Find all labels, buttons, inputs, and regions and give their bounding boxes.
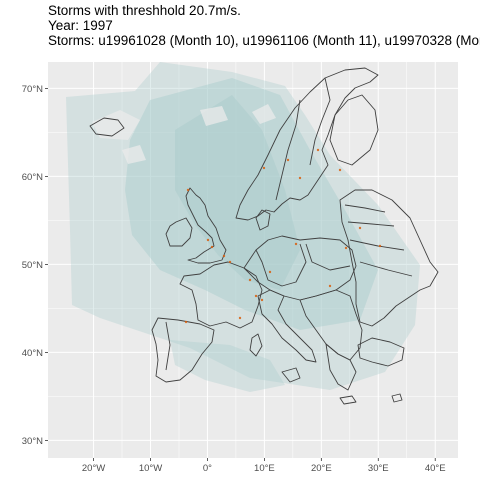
central-europe-outline (243, 235, 357, 301)
turkey-outline (357, 337, 405, 367)
exceedance-point (254, 294, 258, 298)
chart-title: Storms with threshhold 20.7m/s. Year: 19… (48, 3, 480, 48)
scandinavia-outline (235, 67, 379, 221)
exceedance-point (186, 188, 190, 192)
footprint-gap (92, 110, 140, 140)
exceedance-point (262, 166, 266, 170)
y-tick-label: 60°N (22, 172, 43, 183)
iceland-outline (89, 117, 125, 137)
title-line-threshold: Storms with threshhold 20.7m/s. (48, 3, 241, 18)
portugal-border (165, 321, 171, 371)
eastern-europe-outline (339, 189, 439, 327)
exceedance-point (268, 270, 272, 274)
exceedance-point (206, 238, 210, 242)
sweden-finland-border (309, 77, 331, 166)
x-tick-label: 10°E (254, 463, 275, 474)
exceedance-point (228, 260, 232, 264)
cyprus-outline (391, 393, 403, 403)
footprint-south (170, 340, 285, 392)
italy-outline (257, 289, 317, 363)
exceedance-points (184, 148, 382, 324)
exceedance-point (358, 226, 362, 230)
footprint-gap (252, 104, 276, 124)
sicily-outline (281, 367, 301, 383)
exceedance-point (260, 298, 264, 302)
exceedance-point (184, 320, 188, 324)
footprint-core (175, 95, 300, 290)
exceedance-point (338, 168, 342, 172)
baltic-borders (344, 204, 405, 251)
x-axis-labels: 20°W 10°W 0° 10°E 20°E 30°E 40°E (82, 458, 446, 474)
sardinia-outline (249, 333, 263, 357)
exceedance-point (344, 246, 348, 250)
exceedance-point (298, 176, 302, 180)
x-tick-label: 0° (203, 463, 212, 474)
poland-border (305, 243, 351, 271)
norway-sweden-border (275, 99, 301, 201)
storm-footprint (66, 62, 420, 392)
exceedance-point (328, 284, 332, 288)
exceedance-point (294, 242, 298, 246)
country-borders (89, 67, 439, 405)
x-tick-label: 30°E (368, 463, 389, 474)
exceedance-point (210, 245, 214, 249)
crete-outline (339, 395, 357, 405)
ireland-outline (165, 217, 193, 247)
y-tick-label: 50°N (22, 260, 43, 271)
title-line-storms: Storms: u19961028 (Month 10), u19961106 … (48, 33, 480, 48)
x-tick-label: 40°E (425, 463, 446, 474)
germany-border (255, 243, 307, 287)
exceedance-point (286, 158, 290, 162)
exceedance-point (222, 254, 226, 258)
y-tick-label: 70°N (22, 84, 43, 95)
finland-outline (329, 94, 379, 166)
greece-outline (325, 343, 357, 391)
exceedance-point (316, 148, 320, 152)
exceedance-point (238, 316, 242, 320)
title-line-year: Year: 1997 (48, 18, 113, 33)
y-axis-labels: 30°N 40°N 50°N 60°N 70°N (22, 84, 48, 447)
ukraine-border (359, 261, 413, 277)
iberia-outline (151, 317, 215, 383)
footprint-gap (200, 106, 228, 126)
balkans-outline (299, 289, 363, 361)
exceedance-point (378, 244, 382, 248)
y-tick-label: 40°N (22, 348, 43, 359)
footprint-gap (122, 145, 146, 164)
france-outline (179, 261, 263, 329)
y-tick-label: 30°N (22, 436, 43, 447)
x-tick-label: 10°W (139, 463, 162, 474)
footprint-gaps (92, 104, 276, 164)
great-britain-outline (185, 187, 227, 264)
x-tick-label: 20°W (82, 463, 105, 474)
exceedance-point (248, 278, 252, 282)
x-tick-label: 20°E (311, 463, 332, 474)
denmark-outline (255, 209, 271, 231)
